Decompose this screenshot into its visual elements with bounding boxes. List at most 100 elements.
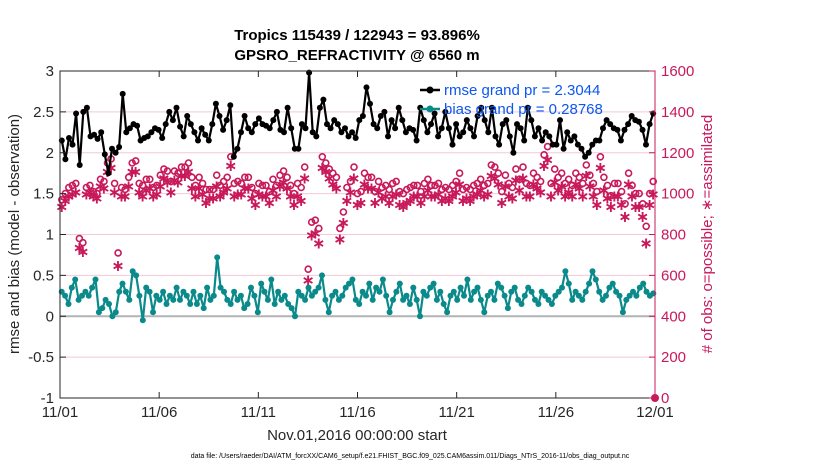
bias-point bbox=[504, 305, 511, 312]
bias-point bbox=[133, 272, 140, 279]
bias-point bbox=[376, 288, 383, 295]
obs_assimilated-point: ∗ bbox=[73, 238, 86, 257]
error-series bbox=[58, 69, 657, 324]
rmse-point bbox=[359, 113, 366, 119]
rmse-point bbox=[635, 118, 642, 125]
obs_assimilated-point: ∗ bbox=[277, 172, 290, 191]
obs_assimilated-point: ∗ bbox=[604, 197, 617, 216]
rmse-point bbox=[471, 133, 477, 140]
obs_assimilated-point: ∗ bbox=[280, 179, 293, 198]
obs_assimilated-point: ∗ bbox=[615, 195, 628, 214]
obs_possible-point bbox=[540, 151, 548, 159]
obs_possible-point bbox=[251, 189, 260, 198]
obs_assimilated-point: ∗ bbox=[509, 170, 522, 189]
obs_possible-point bbox=[600, 173, 608, 182]
legend-bias-marker bbox=[426, 105, 434, 113]
obs_assimilated-point: ∗ bbox=[270, 187, 283, 206]
rmse-point bbox=[521, 137, 528, 144]
bias-point bbox=[440, 301, 447, 307]
rmse-point bbox=[531, 133, 538, 140]
rmse-point bbox=[69, 141, 76, 148]
rmse-point bbox=[241, 113, 248, 119]
obs_assimilated-point: ∗ bbox=[432, 185, 445, 204]
obs_possible-point bbox=[607, 191, 615, 200]
obs_possible-point bbox=[114, 249, 122, 257]
obs_possible-point bbox=[188, 173, 196, 182]
rmse-point bbox=[91, 131, 98, 138]
bias-point bbox=[396, 280, 403, 287]
bias-point bbox=[221, 288, 227, 295]
rmse-point bbox=[600, 125, 606, 132]
rmse-point bbox=[510, 149, 517, 156]
bias-point bbox=[160, 288, 167, 295]
bias-point bbox=[227, 301, 234, 307]
bias-point bbox=[68, 284, 75, 291]
bias-point bbox=[204, 284, 211, 291]
obs_assimilated-point: ∗ bbox=[224, 156, 237, 175]
obs_assimilated-point: ∗ bbox=[143, 179, 156, 198]
y-right-tick-label: 600 bbox=[661, 267, 686, 284]
bias-point bbox=[254, 309, 261, 316]
bias-point bbox=[281, 292, 288, 299]
obs_assimilated-point: ∗ bbox=[495, 193, 508, 212]
bias-point bbox=[79, 292, 85, 299]
obs_possible-point bbox=[367, 173, 376, 182]
bias-point bbox=[285, 301, 292, 307]
obs_possible-point bbox=[146, 175, 154, 184]
bias-point bbox=[150, 309, 156, 316]
obs_assimilated-point: ∗ bbox=[463, 191, 476, 210]
obs_possible-point bbox=[142, 175, 151, 184]
obs_assimilated-point: ∗ bbox=[573, 179, 586, 198]
rmse-point bbox=[435, 133, 442, 140]
obs_assimilated-point: ∗ bbox=[287, 195, 300, 214]
bias-point bbox=[214, 254, 221, 261]
obs_assimilated-point: ∗ bbox=[206, 189, 219, 208]
rmse-point bbox=[324, 121, 330, 128]
obs_possible-point bbox=[452, 177, 460, 186]
bias-point bbox=[538, 288, 545, 295]
bias-point bbox=[373, 284, 380, 291]
rmse-point bbox=[385, 133, 391, 140]
rmse-point bbox=[442, 108, 449, 115]
bias-point bbox=[139, 317, 146, 324]
bias-point bbox=[555, 288, 562, 295]
rmse-point bbox=[492, 133, 499, 140]
bias-point bbox=[217, 284, 224, 291]
bias-point bbox=[565, 280, 572, 287]
bias-point bbox=[379, 276, 386, 283]
rmse-point bbox=[159, 135, 166, 141]
bias-point bbox=[146, 288, 153, 295]
bias-point bbox=[173, 284, 180, 291]
obs_assimilated-point: ∗ bbox=[69, 183, 82, 202]
obs_assimilated-point: ∗ bbox=[294, 191, 307, 210]
rmse-point bbox=[230, 153, 237, 160]
bias-point bbox=[515, 296, 522, 303]
obs_assimilated-point: ∗ bbox=[587, 187, 600, 206]
obs_possible-point bbox=[519, 163, 527, 171]
bias-point bbox=[613, 288, 620, 295]
obs_possible-point bbox=[110, 179, 119, 188]
rmse-point bbox=[198, 125, 205, 132]
rmse-point bbox=[281, 129, 287, 136]
bias-point bbox=[586, 280, 593, 287]
obs_assimilated-point: ∗ bbox=[428, 187, 441, 206]
rmse-point bbox=[238, 129, 244, 136]
bias-point bbox=[95, 309, 102, 316]
obs_assimilated-point: ∗ bbox=[513, 181, 526, 200]
rmse-point bbox=[542, 129, 549, 136]
bias-point bbox=[207, 296, 214, 303]
obs_possible-point bbox=[434, 179, 443, 188]
obs_possible-point bbox=[593, 187, 601, 196]
obs_assimilated-point: ∗ bbox=[111, 256, 124, 275]
bias-point bbox=[420, 288, 427, 295]
rmse-point bbox=[374, 125, 381, 132]
bias-point bbox=[535, 301, 542, 307]
bias-point bbox=[248, 284, 254, 291]
bias-point bbox=[298, 292, 305, 299]
rmse-point bbox=[589, 141, 596, 148]
y-left-tick-label: 2.5 bbox=[33, 104, 54, 121]
rmse-point bbox=[582, 153, 589, 160]
bias-point bbox=[339, 292, 346, 299]
obs_assimilated-point: ∗ bbox=[523, 187, 536, 206]
bias-point bbox=[481, 309, 488, 316]
